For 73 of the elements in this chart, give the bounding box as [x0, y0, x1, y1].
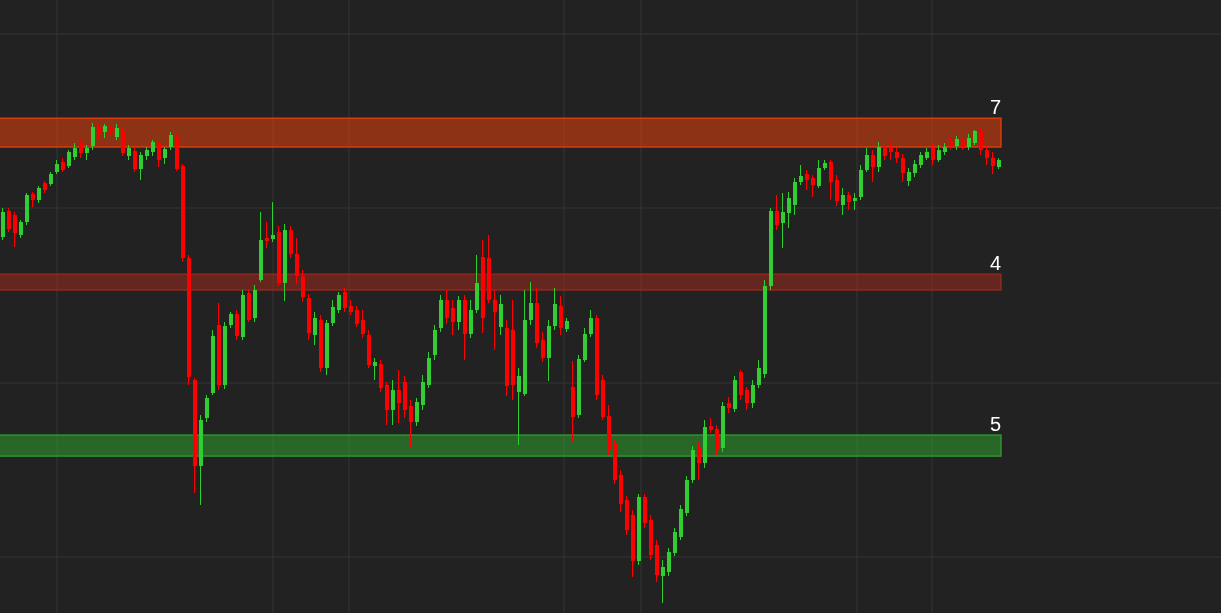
candlestick	[672, 527, 677, 557]
candlestick	[138, 151, 143, 181]
candlestick	[552, 287, 557, 331]
candlestick	[786, 191, 791, 229]
candlestick	[132, 147, 137, 173]
candlestick	[468, 299, 473, 339]
candlestick	[90, 122, 95, 151]
candlestick	[270, 201, 275, 243]
candlestick	[300, 269, 305, 303]
candlestick	[330, 299, 335, 327]
candlestick	[840, 187, 845, 216]
candlestick	[450, 299, 455, 336]
candlestick	[900, 153, 905, 183]
band-label: 5	[989, 413, 1001, 435]
candlestick	[456, 295, 461, 331]
candlestick	[390, 379, 395, 426]
candlestick	[288, 225, 293, 259]
candlestick	[498, 294, 503, 336]
band-label: 7	[989, 96, 1001, 119]
candlestick	[870, 149, 875, 183]
candlestick	[864, 147, 869, 173]
candlestick	[828, 159, 833, 201]
candlestick	[516, 367, 521, 446]
candlestick	[558, 295, 563, 336]
candlestick	[294, 237, 299, 285]
candlestick	[588, 309, 593, 338]
candlestick	[420, 374, 425, 411]
candlestick	[876, 141, 881, 173]
candlestick	[804, 169, 809, 191]
candlestick	[360, 309, 365, 339]
candlestick	[834, 174, 839, 207]
candlestick	[264, 221, 269, 249]
candlestick	[666, 547, 671, 577]
candlestick	[990, 151, 995, 175]
band-label: 4	[989, 252, 1001, 275]
candlestick	[354, 305, 359, 328]
candlestick	[810, 174, 815, 198]
candlestick	[66, 149, 71, 169]
candlestick	[312, 311, 317, 346]
candlestick	[978, 126, 983, 156]
candlestick	[414, 397, 419, 427]
candlestick	[798, 164, 803, 186]
candlestick	[528, 281, 533, 326]
candlestick	[6, 207, 11, 233]
candlestick	[408, 399, 413, 449]
candlestick	[12, 211, 17, 248]
candlestick	[234, 309, 239, 341]
candlestick	[378, 359, 383, 393]
candlestick	[492, 289, 497, 351]
candlestick	[372, 357, 377, 381]
candlestick	[204, 394, 209, 423]
candlestick	[342, 287, 347, 313]
candlestick	[930, 142, 935, 166]
candlestick	[792, 177, 797, 216]
candlestick	[540, 331, 545, 363]
candlestick	[336, 291, 341, 314]
candlestick	[78, 139, 83, 159]
candlestick	[444, 289, 449, 325]
candlestick	[660, 559, 665, 604]
candlestick	[714, 424, 719, 456]
candlestick	[816, 159, 821, 189]
candlestick	[774, 194, 779, 231]
candlestick	[156, 140, 161, 168]
candlestick	[396, 369, 401, 424]
candlestick	[738, 369, 743, 401]
candlestick	[18, 219, 23, 239]
candlestick	[120, 127, 125, 157]
candlestick	[750, 379, 755, 409]
candlestick	[744, 386, 749, 411]
candlestick	[984, 144, 989, 166]
candlestick	[696, 441, 701, 481]
candlestick	[780, 192, 785, 249]
candlestick	[756, 359, 761, 389]
